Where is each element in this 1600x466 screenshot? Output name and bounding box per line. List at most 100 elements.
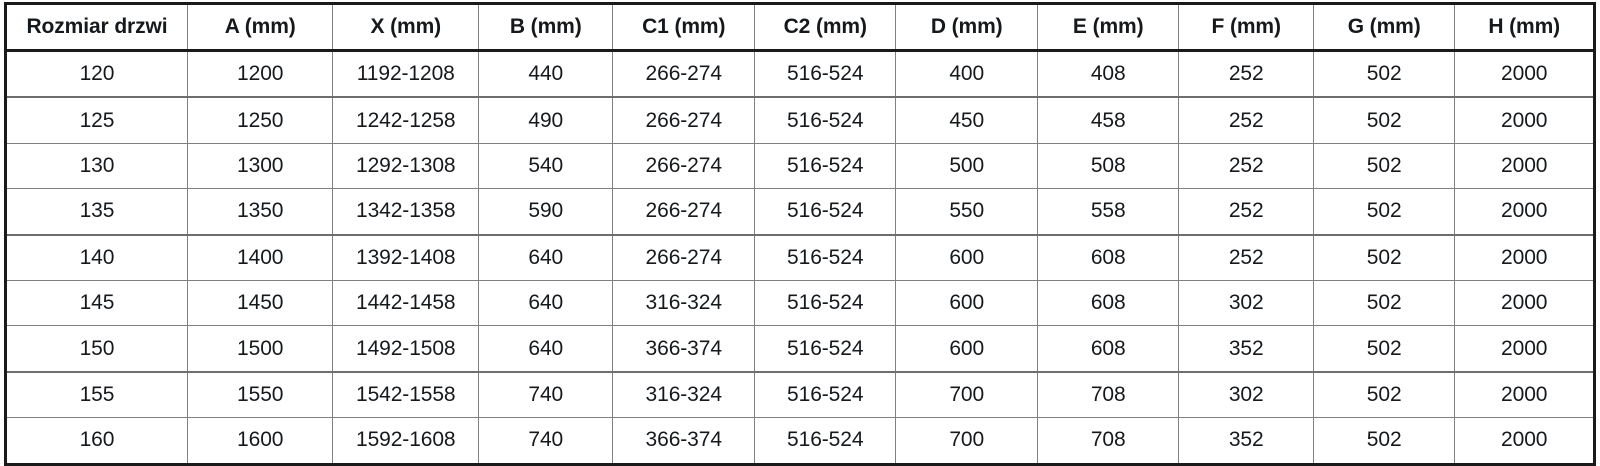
cell-value: 266-274 <box>612 234 755 281</box>
cell-value: 740 <box>478 371 614 419</box>
cell-value: 490 <box>478 96 614 144</box>
cell-value: 502 <box>1312 96 1456 144</box>
cell-value: 502 <box>1312 50 1456 99</box>
table-row: 135 1350 1342-1358 590 266-274 516-524 550 558 2… <box>4 188 1596 236</box>
cell-value: 516-524 <box>753 417 897 466</box>
cell-value: 516-524 <box>753 371 897 419</box>
cell-value: 1500 <box>186 325 334 373</box>
cell-value: 516-524 <box>753 142 897 190</box>
cell-value: 1250 <box>186 96 334 144</box>
cell-value: 608 <box>1036 279 1180 327</box>
cell-value: 352 <box>1178 417 1314 466</box>
cell-value: 708 <box>1036 417 1180 466</box>
cell-value: 1192-1208 <box>332 50 480 99</box>
cell-value: 516-524 <box>753 188 897 236</box>
cell-value: 2000 <box>1454 371 1596 419</box>
cell-value: 266-274 <box>612 188 755 236</box>
spec-table-container: Rozmiar drzwi A (mm) X (mm) B (mm) C1 (mm) C2… <box>4 2 1596 466</box>
cell-door-size: 125 <box>4 96 188 144</box>
column-header-1: A (mm) <box>186 2 334 52</box>
cell-value: 502 <box>1312 188 1456 236</box>
cell-value: 516-524 <box>753 234 897 281</box>
cell-value: 2000 <box>1454 417 1596 466</box>
cell-door-size: 140 <box>4 234 188 281</box>
table-row: 130 1300 1292-1308 540 266-274 516-524 500 508 2… <box>4 142 1596 190</box>
table-row: 155 1550 1542-1558 740 316-324 516-524 700 708 3… <box>4 371 1596 419</box>
cell-value: 1292-1308 <box>332 142 480 190</box>
cell-value: 2000 <box>1454 142 1596 190</box>
column-header-2: X (mm) <box>332 2 480 52</box>
cell-value: 608 <box>1036 325 1180 373</box>
cell-value: 366-374 <box>612 325 755 373</box>
cell-value: 1442-1458 <box>332 279 480 327</box>
cell-door-size: 145 <box>4 279 188 327</box>
cell-value: 252 <box>1178 50 1314 99</box>
cell-value: 608 <box>1036 234 1180 281</box>
cell-value: 550 <box>895 188 1038 236</box>
cell-value: 516-524 <box>753 96 897 144</box>
cell-value: 1600 <box>186 417 334 466</box>
cell-value: 502 <box>1312 234 1456 281</box>
table-row: 160 1600 1592-1608 740 366-374 516-524 700 708 3… <box>4 417 1596 466</box>
cell-value: 252 <box>1178 234 1314 281</box>
cell-value: 400 <box>895 50 1038 99</box>
cell-value: 1450 <box>186 279 334 327</box>
table-body: 120 1200 1192-1208 440 266-274 516-524 400 408 2… <box>4 50 1596 466</box>
cell-value: 516-524 <box>753 279 897 327</box>
cell-value: 516-524 <box>753 325 897 373</box>
cell-value: 700 <box>895 417 1038 466</box>
cell-value: 316-324 <box>612 371 755 419</box>
cell-value: 640 <box>478 234 614 281</box>
cell-value: 316-324 <box>612 279 755 327</box>
cell-value: 408 <box>1036 50 1180 99</box>
cell-value: 458 <box>1036 96 1180 144</box>
cell-value: 252 <box>1178 142 1314 190</box>
cell-value: 740 <box>478 417 614 466</box>
cell-value: 600 <box>895 234 1038 281</box>
table-row: 140 1400 1392-1408 640 266-274 516-524 600 608 2… <box>4 234 1596 281</box>
cell-value: 1242-1258 <box>332 96 480 144</box>
column-header-6: D (mm) <box>895 2 1038 52</box>
door-dimensions-table: Rozmiar drzwi A (mm) X (mm) B (mm) C1 (mm) C2… <box>4 2 1596 466</box>
cell-value: 266-274 <box>612 50 755 99</box>
cell-value: 2000 <box>1454 96 1596 144</box>
cell-value: 502 <box>1312 142 1456 190</box>
cell-value: 1300 <box>186 142 334 190</box>
cell-value: 640 <box>478 325 614 373</box>
table-row: 150 1500 1492-1508 640 366-374 516-524 600 608 3… <box>4 325 1596 373</box>
cell-value: 252 <box>1178 188 1314 236</box>
cell-value: 502 <box>1312 417 1456 466</box>
column-header-7: E (mm) <box>1036 2 1180 52</box>
cell-value: 502 <box>1312 279 1456 327</box>
cell-door-size: 155 <box>4 371 188 419</box>
cell-value: 558 <box>1036 188 1180 236</box>
cell-value: 516-524 <box>753 50 897 99</box>
cell-value: 450 <box>895 96 1038 144</box>
table-row: 120 1200 1192-1208 440 266-274 516-524 400 408 2… <box>4 50 1596 99</box>
column-header-5: C2 (mm) <box>753 2 897 52</box>
cell-value: 366-374 <box>612 417 755 466</box>
cell-value: 590 <box>478 188 614 236</box>
cell-value: 1400 <box>186 234 334 281</box>
cell-value: 302 <box>1178 279 1314 327</box>
cell-value: 1550 <box>186 371 334 419</box>
table-header: Rozmiar drzwi A (mm) X (mm) B (mm) C1 (mm) C2… <box>4 2 1596 52</box>
column-header-3: B (mm) <box>478 2 614 52</box>
table-row: 125 1250 1242-1258 490 266-274 516-524 450 458 2… <box>4 96 1596 144</box>
cell-value: 540 <box>478 142 614 190</box>
column-header-8: F (mm) <box>1178 2 1314 52</box>
cell-value: 600 <box>895 279 1038 327</box>
cell-value: 1342-1358 <box>332 188 480 236</box>
cell-value: 352 <box>1178 325 1314 373</box>
cell-door-size: 160 <box>4 417 188 466</box>
cell-value: 2000 <box>1454 234 1596 281</box>
cell-value: 2000 <box>1454 325 1596 373</box>
cell-value: 508 <box>1036 142 1180 190</box>
cell-door-size: 130 <box>4 142 188 190</box>
cell-value: 1492-1508 <box>332 325 480 373</box>
column-header-9: G (mm) <box>1312 2 1456 52</box>
cell-value: 700 <box>895 371 1038 419</box>
cell-value: 1392-1408 <box>332 234 480 281</box>
cell-door-size: 150 <box>4 325 188 373</box>
cell-value: 600 <box>895 325 1038 373</box>
